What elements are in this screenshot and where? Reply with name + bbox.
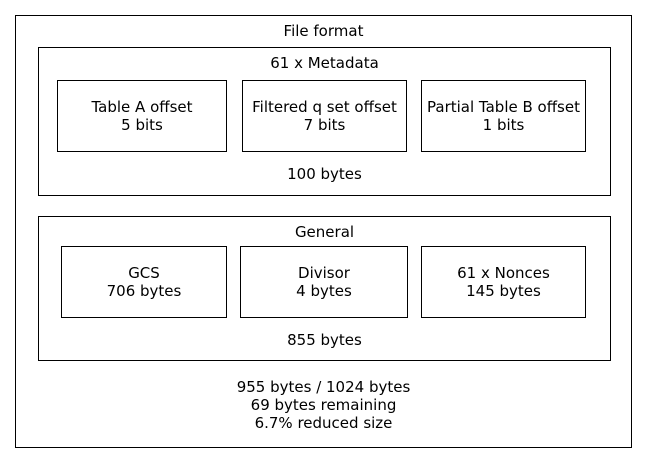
partial-table-b-offset-cell: Partial Table B offset 1 bits: [421, 80, 586, 152]
summary-usage: 955 bytes / 1024 bytes: [236, 378, 411, 396]
general-group: General GCS 706 bytes Divisor 4 bytes 61…: [38, 216, 611, 361]
filtered-q-set-offset-cell: Filtered q set offset 7 bits: [242, 80, 407, 152]
gcs-cell: GCS 706 bytes: [61, 246, 227, 318]
table-a-offset-label: Table A offset: [91, 98, 193, 116]
gcs-label: GCS: [128, 264, 160, 282]
divisor-size: 4 bytes: [296, 282, 352, 300]
partial-table-b-offset-size: 1 bits: [482, 116, 525, 134]
filtered-q-set-offset-label: Filtered q set offset: [252, 98, 397, 116]
summary-remaining: 69 bytes remaining: [250, 396, 397, 414]
metadata-group: 61 x Metadata Table A offset 5 bits Filt…: [38, 47, 611, 196]
metadata-total: 100 bytes: [287, 165, 362, 183]
divisor-label: Divisor: [298, 264, 350, 282]
filtered-q-set-offset-size: 7 bits: [303, 116, 346, 134]
table-a-offset-cell: Table A offset 5 bits: [57, 80, 227, 152]
file-format-box: File format 61 x Metadata Table A offset…: [15, 15, 632, 448]
summary-block: 955 bytes / 1024 bytes 69 bytes remainin…: [16, 378, 631, 432]
nonces-label: 61 x Nonces: [457, 264, 550, 282]
metadata-title: 61 x Metadata: [270, 54, 379, 72]
table-a-offset-size: 5 bits: [121, 116, 163, 134]
partial-table-b-offset-label: Partial Table B offset: [427, 98, 580, 116]
divisor-cell: Divisor 4 bytes: [240, 246, 408, 318]
gcs-size: 706 bytes: [106, 282, 182, 300]
nonces-size: 145 bytes: [466, 282, 541, 300]
general-total: 855 bytes: [287, 331, 362, 349]
summary-reduction: 6.7% reduced size: [254, 414, 393, 432]
general-title: General: [294, 223, 355, 241]
nonces-cell: 61 x Nonces 145 bytes: [421, 246, 586, 318]
file-format-title: File format: [283, 22, 364, 40]
